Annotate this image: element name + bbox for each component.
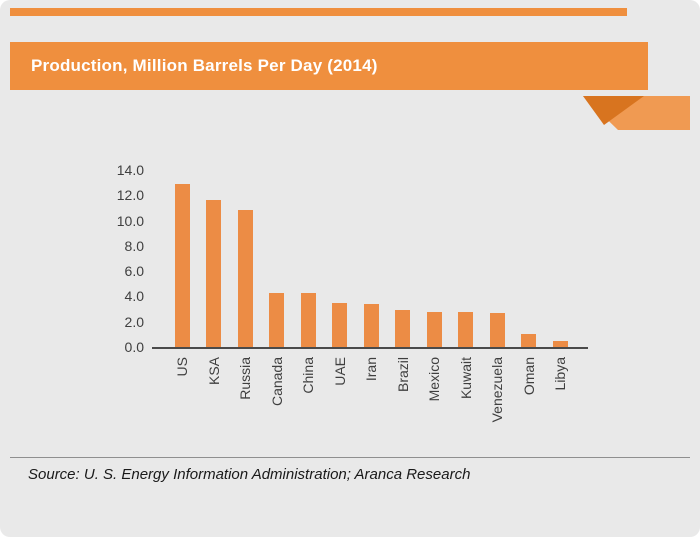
y-tick-label-8.0: 8.0	[124, 237, 144, 254]
bar-libya	[552, 340, 568, 347]
y-tick-label-14.0: 14.0	[116, 162, 144, 178]
bar-kuwait	[458, 311, 473, 347]
x-label-uae: UAE	[331, 357, 348, 386]
y-tick-label-0.0: 0.0	[124, 339, 144, 355]
y-tick-label-12.0: 12.0	[116, 187, 144, 204]
bar-oman	[521, 334, 536, 347]
x-label-canada: Canada	[268, 357, 285, 407]
bar-uae	[332, 302, 347, 347]
y-tick-label-2.0: 2.0	[124, 313, 144, 330]
y-axis: 0.0 2.0 4.0 6.0 8.0 10.0 12.0 14.0	[88, 162, 144, 355]
x-label-oman: Oman	[520, 357, 537, 396]
bar-venezuela	[489, 312, 505, 347]
x-label-kuwait: Kuwait	[457, 357, 474, 400]
x-label-iran: Iran	[363, 357, 379, 382]
page-title: Production, Million Barrels Per Day (201…	[31, 56, 378, 75]
bar-chart-plot-area: US KSA Russia Canada China UAE Iran Brazil Mexic…	[152, 170, 588, 422]
x-label-venezuela: Venezuela	[489, 357, 505, 423]
ribbon-fold-decoration	[583, 96, 690, 130]
bar-iran	[363, 304, 379, 347]
x-label-ksa: KSA	[205, 357, 222, 386]
bar-russia	[237, 210, 253, 347]
x-label-brazil: Brazil	[394, 357, 411, 393]
x-label-china: China	[300, 357, 316, 394]
y-tick-label-4.0: 4.0	[124, 288, 144, 305]
bar-us	[174, 183, 190, 347]
bar-brazil	[395, 310, 410, 347]
ribbon-fold-shape	[583, 96, 644, 125]
title-banner: Production, Million Barrels Per Day (201…	[10, 42, 648, 90]
x-label-mexico: Mexico	[426, 357, 442, 402]
bar-mexico	[426, 311, 442, 347]
bar-china	[300, 292, 316, 347]
source-note: Source: U. S. Energy Information Adminis…	[28, 466, 471, 483]
bar-canada	[269, 292, 284, 347]
x-label-libya: Libya	[552, 357, 568, 391]
footer-divider	[10, 457, 690, 458]
bar-ksa	[206, 200, 221, 347]
top-accent-strip	[10, 8, 627, 16]
x-label-russia: Russia	[237, 357, 253, 400]
y-tick-label-6.0: 6.0	[124, 263, 144, 280]
y-tick-label-10.0: 10.0	[116, 212, 144, 229]
x-label-us: US	[174, 357, 190, 377]
